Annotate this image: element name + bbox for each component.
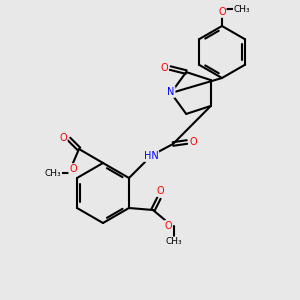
Text: HN: HN	[144, 151, 158, 161]
Text: O: O	[189, 137, 197, 147]
Text: CH₃: CH₃	[45, 169, 61, 178]
Text: CH₃: CH₃	[166, 238, 182, 247]
Text: O: O	[160, 63, 168, 73]
Text: O: O	[164, 221, 172, 231]
Text: O: O	[69, 164, 77, 174]
Text: O: O	[59, 133, 67, 143]
Text: O: O	[218, 7, 226, 17]
Text: O: O	[156, 186, 164, 196]
Text: N: N	[167, 87, 175, 97]
Text: CH₃: CH₃	[234, 4, 250, 14]
